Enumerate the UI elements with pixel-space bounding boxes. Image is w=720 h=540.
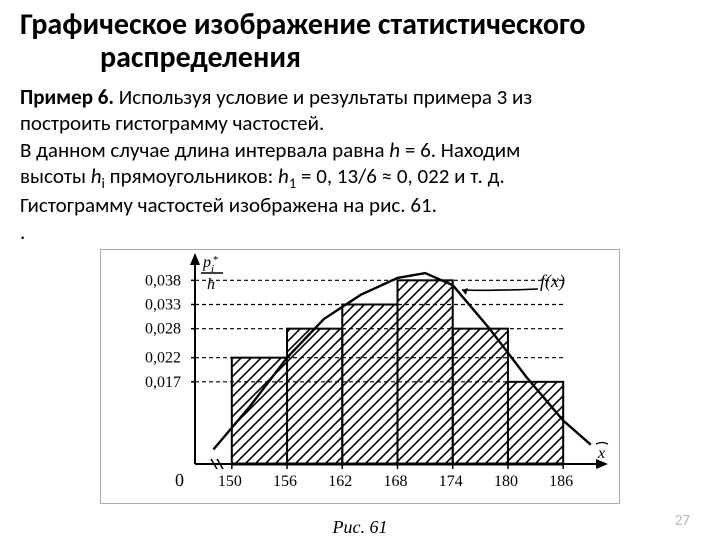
svg-text:180: 180 (494, 473, 518, 490)
svg-text:150: 150 (218, 473, 242, 490)
svg-text:0,022: 0,022 (145, 349, 181, 366)
svg-text:f(x): f(x) (540, 271, 565, 292)
svg-text:162: 162 (328, 473, 352, 490)
page-number: 27 (675, 512, 690, 530)
svg-text:0,028: 0,028 (145, 320, 181, 337)
example-label: Пример 6. (20, 84, 114, 110)
title-line1: Графическое изображение статистического (20, 8, 700, 41)
histogram-chart: 0,038 0,033 0,028 0,022 0,017 150 156 162 168 174… (100, 249, 620, 509)
svg-text:h: h (207, 276, 215, 293)
svg-text:x: x (597, 445, 605, 462)
svg-text:0,033: 0,033 (145, 296, 181, 313)
svg-text:p: p (202, 254, 211, 271)
body-paragraph: Пример 6. Используя условие и результаты… (20, 84, 700, 245)
chart-svg: 0,038 0,033 0,028 0,022 0,017 150 156 162 168 174… (100, 249, 620, 504)
title-line2: распределения (20, 41, 700, 74)
svg-text:0: 0 (175, 470, 184, 490)
svg-text:0,038: 0,038 (145, 272, 181, 289)
svg-text:186: 186 (549, 473, 573, 490)
slide-title: Графическое изображение статистического … (20, 8, 700, 74)
figure-caption: Рис. 61 (333, 517, 388, 538)
svg-text:174: 174 (439, 473, 463, 490)
svg-text:0,017: 0,017 (145, 374, 181, 391)
svg-text:156: 156 (273, 473, 297, 490)
svg-text:168: 168 (384, 473, 408, 490)
